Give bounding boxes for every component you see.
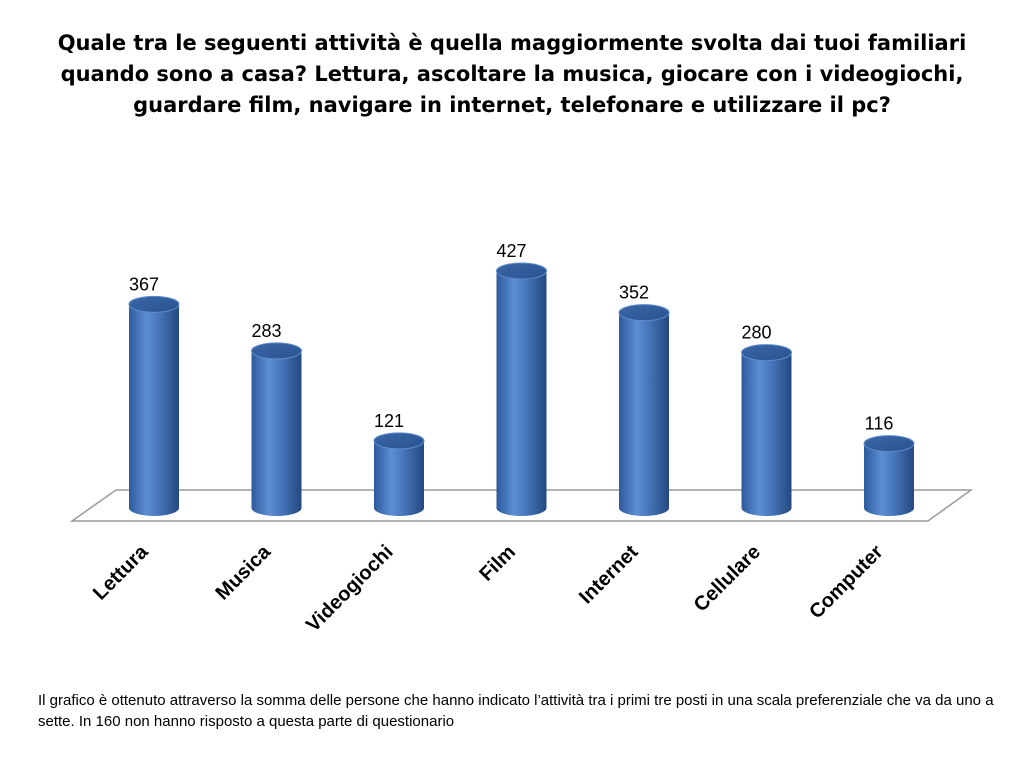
bar-musica: 283 [251, 321, 302, 516]
category-label: Musica [212, 540, 276, 604]
value-label: 121 [374, 411, 404, 431]
bar-top [251, 342, 302, 360]
value-label: 352 [619, 283, 649, 303]
category-label: Computer [805, 541, 887, 623]
chart-title: Quale tra le seguenti attività è quella … [57, 31, 967, 117]
bar-film: 427 [496, 241, 547, 516]
bar-computer: 116 [863, 414, 915, 516]
category-label: Film [475, 541, 520, 586]
bar-top [373, 432, 425, 450]
bar-top [741, 344, 792, 362]
category-label: Cellulare [690, 541, 765, 616]
bar-top [863, 435, 915, 453]
value-label: 116 [865, 414, 894, 434]
chart-footnote: Il grafico è ottenuto attraverso la somm… [38, 692, 994, 730]
bar-body [129, 304, 179, 516]
bar-internet: 352 [618, 283, 670, 516]
bar-body [374, 440, 424, 516]
value-label: 280 [741, 323, 771, 343]
value-label: 283 [251, 321, 281, 341]
bar-top [128, 295, 180, 313]
bar-body [864, 443, 914, 516]
bar-cellulare: 280 [741, 323, 792, 516]
category-label: Lettura [89, 540, 153, 604]
value-label: 367 [129, 274, 159, 294]
category-label: Videogiochi [302, 541, 397, 636]
bar-body [741, 352, 792, 516]
bar-videogiochi: 121 [373, 411, 425, 516]
bar-top [618, 304, 670, 322]
bar-body [251, 350, 302, 516]
bar-body [619, 312, 669, 516]
bar-body [496, 271, 547, 516]
bar-top [496, 262, 547, 280]
category-label: Internet [575, 541, 643, 609]
value-label: 427 [496, 241, 526, 261]
bar-lettura: 367 [128, 274, 180, 516]
